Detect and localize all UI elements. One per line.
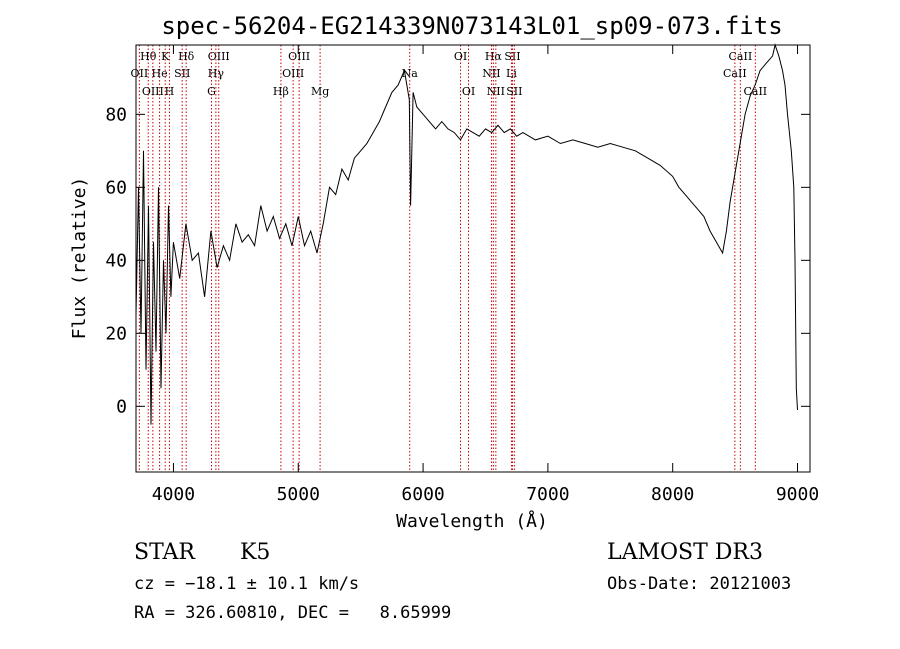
y-axis-ticks: 0 20 40 60 80 [105,104,810,417]
survey-label: LAMOST DR3 [607,540,763,565]
x-tick-label: 6000 [401,484,444,505]
y-tick-label: 0 [116,396,127,417]
spectral-line-label: CaII [729,50,753,63]
spectral-line-label: CaII [743,85,767,98]
y-axis-label: Flux (relative) [69,177,90,340]
y-tick-label: 40 [105,250,127,271]
spectral-line-label: OIII [288,50,310,63]
spectrum-series-line [135,43,798,425]
spectral-line-label: OIII [282,67,304,80]
x-tick-label: 8000 [651,484,694,505]
spectral-line-label: SII [174,67,190,80]
coordinates-info: RA = 326.60810, DEC = 8.65999 [134,603,452,623]
y-tick-label: 80 [105,104,127,125]
spectral-line-label: NII [487,85,505,98]
spectral-line-label: OIII [142,85,164,98]
spectral-line-label: SII [504,50,520,63]
spectral-line-label: Na [402,67,419,80]
subclass-label: K5 [240,540,271,565]
x-axis-label: Wavelength (Å) [396,510,548,532]
spectral-line-label: OIII [208,50,230,63]
plot-frame [135,44,811,473]
spectral-line-label: H [165,85,175,98]
x-tick-label: 7000 [526,484,569,505]
spectral-line-label: SII [506,85,522,98]
x-axis-ticks: 4000 5000 6000 7000 8000 9000 [152,45,819,505]
spectral-line-label: CaII [723,67,747,80]
spectral-line-label: Li [506,67,517,80]
spectral-line-label: Hδ [178,50,195,63]
spectral-line-label: OII [131,67,149,80]
spectral-line-label: Hθ [140,50,157,63]
x-tick-label: 5000 [277,484,320,505]
spectral-line-label: Hγ [208,67,225,80]
spectral-line-label: NII [482,67,500,80]
spectral-line-label: He [152,67,168,80]
x-tick-label: 4000 [152,484,195,505]
spectral-line-label: OI [454,50,467,63]
y-tick-label: 60 [105,177,127,198]
y-tick-label: 20 [105,323,127,344]
spectral-line-label: K [161,50,170,63]
x-tick-label: 9000 [776,484,819,505]
spectral-line-label: Hβ [273,85,289,98]
spectral-line-label: Hα [485,50,503,63]
chart-title: spec-56204-EG214339N073143L01_sp09-073.f… [161,12,782,40]
redshift-info: cz = −18.1 ± 10.1 km/s [134,574,360,594]
spectral-line-label: OI [462,85,475,98]
class-label: STAR [134,540,195,565]
spectral-line-label: G [207,85,216,98]
obs-date-info: Obs-Date: 20121003 [607,574,792,594]
spectral-line-label: Mg [311,85,329,98]
